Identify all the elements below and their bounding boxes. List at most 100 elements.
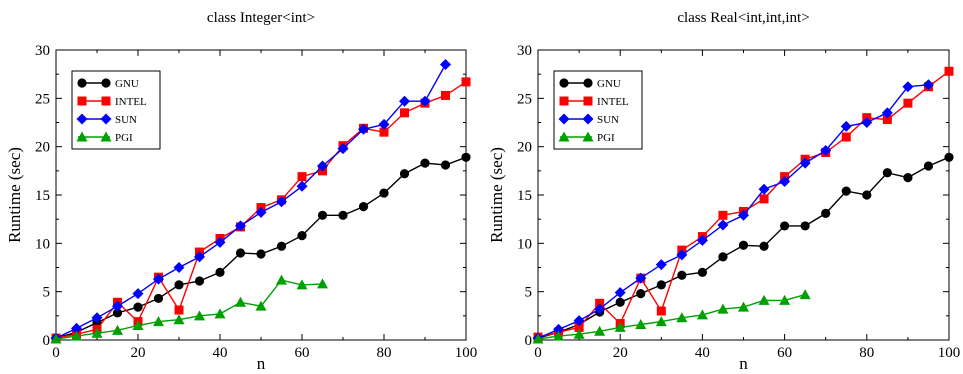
legend-marker-intel xyxy=(559,96,569,106)
series-sun xyxy=(50,59,451,344)
data-point-pgi xyxy=(717,303,729,314)
data-point-intel xyxy=(400,108,409,118)
data-point-sun xyxy=(296,180,308,192)
data-point-intel xyxy=(882,115,892,125)
chart-title: class Real<int,int,int> xyxy=(677,10,809,26)
data-point-gnu xyxy=(656,280,666,290)
x-tick-label: 100 xyxy=(455,345,478,361)
data-point-pgi xyxy=(173,314,185,325)
data-point-sun xyxy=(820,145,832,157)
y-tick-label: 10 xyxy=(35,236,50,252)
x-tick-label: 40 xyxy=(695,345,710,361)
legend-box xyxy=(71,70,161,150)
data-point-gnu xyxy=(235,248,246,258)
y-tick-label: 0 xyxy=(525,333,533,349)
legend-marker-gnu xyxy=(77,78,87,88)
legend-marker-pgi xyxy=(76,131,88,142)
series-pgi xyxy=(50,274,328,344)
data-point-pgi xyxy=(50,333,62,344)
data-point-pgi xyxy=(799,289,811,300)
data-point-sun xyxy=(399,95,410,107)
data-point-pgi xyxy=(532,333,544,344)
data-point-gnu xyxy=(153,293,164,304)
legend-marker-gnu xyxy=(583,78,593,88)
y-tick-label: 5 xyxy=(43,285,51,301)
data-point-intel xyxy=(944,66,954,76)
data-point-intel xyxy=(903,98,913,108)
data-point-gnu xyxy=(399,169,410,179)
y-tick-label: 25 xyxy=(517,91,532,107)
data-point-sun xyxy=(573,315,585,327)
data-point-pgi xyxy=(71,330,82,341)
data-point-sun xyxy=(655,259,667,271)
data-point-sun xyxy=(861,117,873,128)
data-point-intel xyxy=(574,322,584,332)
data-point-sun xyxy=(419,95,431,107)
legend-marker-gnu xyxy=(559,78,569,88)
y-tick-label: 5 xyxy=(525,285,533,301)
data-point-sun xyxy=(337,143,349,155)
data-point-sun xyxy=(91,312,103,324)
data-point-pgi xyxy=(779,294,791,305)
legend: GNU INTEL SUN PGI xyxy=(71,70,161,150)
data-point-gnu xyxy=(297,231,307,241)
data-point-intel xyxy=(656,306,666,316)
legend-label-gnu: GNU xyxy=(115,78,139,90)
data-point-pgi xyxy=(738,301,749,312)
data-point-sun xyxy=(378,118,390,130)
data-point-gnu xyxy=(338,210,348,220)
data-point-pgi xyxy=(235,296,246,307)
data-point-gnu xyxy=(862,190,872,200)
data-point-pgi xyxy=(655,316,667,327)
data-point-pgi xyxy=(635,319,647,330)
data-point-gnu xyxy=(133,302,143,312)
data-point-pgi xyxy=(614,321,626,332)
data-point-gnu xyxy=(677,270,687,280)
data-point-gnu xyxy=(841,186,851,196)
series-sun xyxy=(532,79,934,344)
data-point-sun xyxy=(840,120,852,132)
data-point-gnu xyxy=(882,168,892,178)
data-point-sun xyxy=(758,183,770,195)
legend-label-sun: SUN xyxy=(597,114,619,126)
data-point-sun xyxy=(635,272,647,284)
x-tick-label: 60 xyxy=(777,345,792,361)
x-tick-label: 80 xyxy=(859,345,874,361)
data-point-gnu xyxy=(440,160,451,170)
data-point-sun xyxy=(594,303,606,315)
data-point-gnu xyxy=(461,152,471,162)
legend-label-intel: INTEL xyxy=(115,96,147,108)
data-point-sun xyxy=(614,287,626,299)
data-point-gnu xyxy=(256,249,266,259)
x-tick-label: 60 xyxy=(295,345,310,361)
data-point-sun xyxy=(132,288,144,300)
data-point-sun xyxy=(173,262,185,273)
y-tick-label: 25 xyxy=(35,91,50,107)
data-point-intel xyxy=(841,132,851,142)
legend-marker-pgi xyxy=(100,131,112,142)
legend-marker-gnu xyxy=(101,78,111,88)
data-point-intel xyxy=(759,194,769,204)
data-point-sun xyxy=(276,196,287,208)
data-point-gnu xyxy=(800,221,810,231)
data-point-intel xyxy=(297,172,307,182)
data-point-sun xyxy=(902,81,914,93)
y-tick-label: 0 xyxy=(43,333,51,349)
series-pgi xyxy=(532,289,811,344)
data-point-pgi xyxy=(112,324,123,335)
x-tick-label: 0 xyxy=(52,345,60,361)
data-point-gnu xyxy=(759,241,769,251)
data-point-gnu xyxy=(317,210,328,220)
y-axis-label: Runtime (sec) xyxy=(5,147,24,243)
data-point-sun xyxy=(214,236,226,248)
data-point-pgi xyxy=(696,309,708,320)
data-point-sun xyxy=(553,323,565,335)
data-point-sun xyxy=(696,234,708,246)
legend-marker-sun xyxy=(582,113,594,125)
data-point-gnu xyxy=(112,308,123,318)
data-point-gnu xyxy=(215,267,225,277)
data-point-sun xyxy=(738,209,749,221)
data-point-sun xyxy=(112,300,123,312)
data-point-gnu xyxy=(379,188,389,198)
y-tick-label: 10 xyxy=(517,236,532,252)
